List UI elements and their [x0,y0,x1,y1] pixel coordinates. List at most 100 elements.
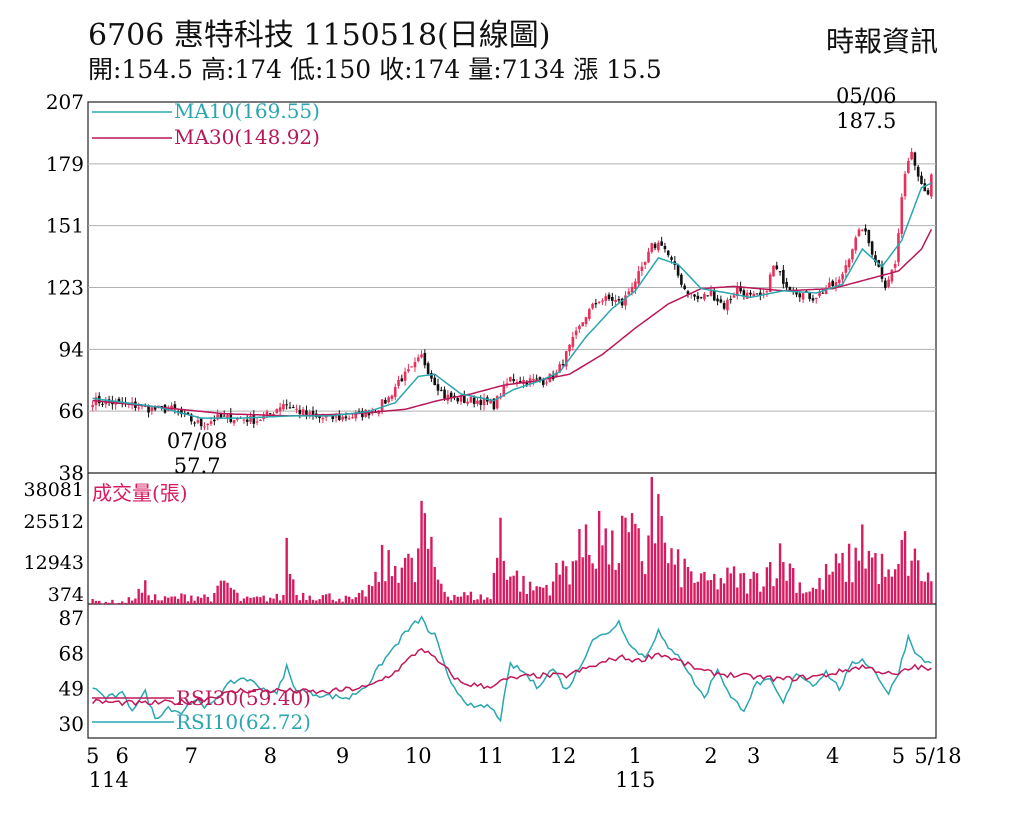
candle-body [831,280,834,286]
candle-body [581,322,585,326]
candle-body [426,363,430,375]
candle-body [653,243,657,249]
volume-bar [495,557,499,604]
volume-bar [847,543,851,604]
candle-body [663,245,667,250]
volume-bar [597,510,601,604]
volume-bar [121,601,124,604]
volume-bar [315,600,318,604]
volume-bar [811,587,815,604]
ohlc-summary: 開:154.5 高:174 低:150 收:174 量:7134 漲 15.5 [88,55,662,84]
high-date-annotation: 05/06 [836,84,897,108]
volume-bar [482,599,486,604]
candle-body [686,291,690,295]
volume-bar [104,601,108,604]
candle-body [907,160,910,173]
volume-bar [236,592,239,604]
volume-bar [443,591,446,604]
volume-bar [515,570,519,604]
volume-bar [535,586,538,604]
low-date-annotation: 07/08 [167,429,228,453]
volume-bar [107,602,111,604]
volume-bar [255,596,259,604]
volume-bar [900,539,903,604]
volume-bar [607,564,611,604]
volume-bar [417,548,420,604]
candle-body [545,382,548,384]
volume-bar [479,594,482,604]
candle-body [745,292,749,299]
volume-bar [180,593,183,604]
volume-bar [584,524,588,604]
candle-body [186,412,190,415]
volume-bar [722,583,726,604]
candle-body [768,274,772,292]
volume-bar [206,596,209,604]
volume-bar [558,574,561,604]
candle-body [535,378,538,380]
volume-bar [519,591,522,604]
candle-body [893,263,897,268]
volume-bar [259,597,262,604]
candle-body [916,166,920,177]
candle-body [568,344,571,352]
candle-body [101,403,104,405]
candle-body [887,279,890,287]
volume-bar [433,566,436,604]
volume-bar [538,586,542,604]
candle-body [811,298,815,301]
volume-bar [140,592,144,604]
volume-bar [565,566,568,604]
volume-bar [213,592,216,604]
volume-bar [667,563,670,604]
x-tick-label: 7 [185,744,198,768]
rsi-tick-label: 49 [59,677,84,701]
candle-body [788,286,792,291]
volume-bar [163,596,167,604]
volume-bar [686,566,690,604]
candle-body [341,416,344,420]
volume-bar [285,537,288,604]
volume-bar [282,595,285,604]
candle-body [416,357,420,362]
candle-body [242,419,246,421]
volume-bar [223,580,226,604]
low-value-annotation: 57.7 [174,454,221,478]
candle-body [380,399,384,411]
candle-body [150,407,154,412]
volume-bar [706,580,709,604]
volume-bar [144,580,147,604]
candle-body [430,373,433,379]
volume-bar [752,571,755,604]
volume-bar [242,598,246,604]
candle-body [844,265,848,273]
price-tick-label: 94 [59,337,84,361]
volume-bar [798,582,801,604]
price-tick-label: 207 [46,90,84,114]
volume-bar [472,600,476,604]
volume-bar [410,557,413,604]
volume-bar [795,592,798,604]
volume-bar [844,581,848,604]
volume-bar [328,593,331,604]
candle-body [759,292,762,296]
price-tick-label: 123 [46,276,84,300]
candle-body [367,411,371,416]
volume-bar [551,581,555,604]
candle-body [660,241,663,246]
candle-body [926,190,930,195]
candle-body [308,412,312,414]
volume-bar [696,581,700,604]
volume-bar [193,600,196,604]
candle-body [351,417,354,419]
volume-bar [308,595,311,604]
volume-bar [588,554,591,604]
candle-body [703,294,706,300]
candle-body [538,377,542,381]
candle-body [489,400,492,404]
volume-bar [446,596,450,604]
volume-bar [525,593,529,604]
volume-bar [703,571,706,604]
volume-bar [384,581,387,604]
volume-bar [130,600,134,604]
